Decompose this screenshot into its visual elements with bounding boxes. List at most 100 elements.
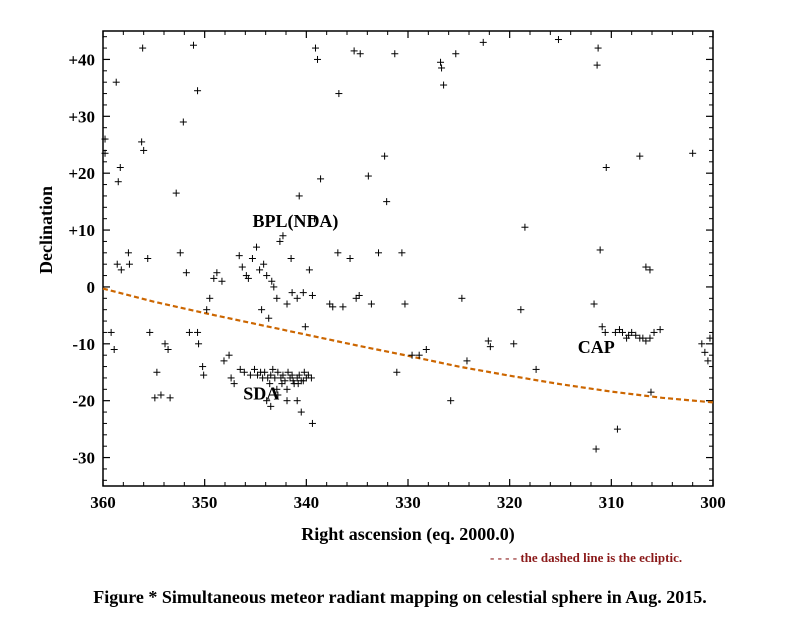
ecliptic-line — [102, 287, 714, 404]
radiant-point — [596, 246, 604, 254]
radiant-point — [101, 135, 109, 143]
radiant-point — [632, 331, 640, 339]
radiant-point — [650, 328, 658, 336]
annotation-label: SDA — [243, 384, 279, 404]
radiant-point — [352, 294, 360, 302]
annotation-label: CAP — [578, 337, 615, 357]
radiant-point — [157, 391, 165, 399]
radiant-point — [283, 385, 291, 393]
radiant-point — [258, 306, 266, 314]
y-axis-title: Declination — [36, 186, 56, 274]
radiant-point — [172, 189, 180, 197]
plot-frame — [102, 30, 714, 487]
radiant-point — [176, 249, 184, 257]
y-tick-label: 0 — [87, 278, 96, 297]
radiant-point — [179, 118, 187, 126]
radiant-point — [447, 397, 455, 405]
x-tick-label: 320 — [497, 493, 523, 512]
radiant-point — [642, 337, 650, 345]
radiant-point — [350, 47, 358, 55]
radiant-point — [288, 289, 296, 297]
radiant-point — [401, 300, 409, 308]
radiant-point — [194, 87, 202, 95]
radiant-point — [113, 260, 121, 268]
y-tick-label: -20 — [72, 392, 95, 411]
radiant-point — [195, 340, 203, 348]
y-tick-label: +40 — [68, 50, 95, 69]
radiant-point — [230, 380, 238, 388]
radiant-point — [101, 149, 109, 157]
radiant-point — [279, 232, 287, 240]
radiant-point — [236, 365, 244, 373]
radiant-point — [266, 380, 274, 388]
radiant-point — [206, 294, 214, 302]
radiant-point — [295, 371, 303, 379]
radiant-point — [260, 260, 268, 268]
radiant-point — [554, 36, 562, 44]
radiant-point — [114, 178, 122, 186]
y-axis: +40 +30 +20 +10 0 -10 -20 -30 — [68, 36, 713, 481]
radiant-point — [598, 323, 606, 331]
radiant-point — [203, 306, 211, 314]
radiant-point — [144, 255, 152, 262]
radiant-point — [199, 363, 207, 371]
radiant-point — [284, 368, 292, 376]
radiant-point — [138, 138, 146, 146]
radiant-point — [278, 380, 286, 388]
radiant-point — [107, 328, 115, 336]
radiant-point — [213, 269, 221, 277]
radiant-point — [238, 263, 246, 271]
radiant-point — [438, 64, 446, 72]
radiant-point — [164, 346, 172, 353]
radiant-point — [295, 192, 303, 200]
radiant-point — [256, 266, 264, 274]
radiant-point — [267, 402, 275, 410]
radiant-point — [289, 377, 297, 385]
radiant-point — [408, 351, 416, 359]
annotations: BPL(NDA) SDA CAP — [243, 211, 614, 403]
y-tick-label: -30 — [72, 449, 95, 468]
radiant-point — [704, 357, 712, 365]
radiant-point — [393, 368, 401, 376]
radiant-point — [656, 326, 664, 334]
radiant-point — [364, 172, 372, 180]
radiant-point — [124, 249, 132, 257]
radiant-point — [146, 328, 154, 336]
radiant-point — [639, 334, 647, 342]
radiant-point — [422, 346, 430, 353]
radiant-point — [367, 300, 375, 308]
radiant-point — [293, 294, 301, 302]
x-axis: 360 350 340 330 320 310 300 — [90, 31, 726, 512]
radiant-points-series — [101, 36, 714, 453]
radiant-point — [326, 300, 334, 308]
radiant-point — [283, 300, 291, 308]
radiant-point — [484, 337, 492, 345]
radiant-point — [346, 255, 354, 262]
radiant-point — [220, 357, 228, 365]
radiant-point — [335, 90, 343, 98]
radiant-point — [701, 348, 709, 356]
annotation-label: BPL(NDA) — [252, 211, 338, 232]
radiant-point — [355, 291, 363, 299]
radiant-point — [334, 249, 342, 257]
radiant-point — [270, 283, 278, 291]
radiant-point — [619, 328, 627, 336]
radiant-point — [264, 374, 272, 382]
radiant-point — [310, 215, 318, 223]
radiant-point — [458, 294, 466, 302]
radiant-point — [110, 346, 118, 353]
x-tick-label: 350 — [192, 493, 218, 512]
radiant-point — [383, 198, 391, 206]
radiant-point — [151, 394, 159, 402]
radiant-point — [613, 425, 621, 433]
radiant-point — [269, 365, 277, 373]
radiant-point — [235, 252, 243, 260]
radiant-point — [273, 385, 281, 393]
radiant-point — [240, 368, 248, 376]
radiant-point — [263, 397, 271, 405]
radiant-point — [166, 394, 174, 402]
radiant-point — [532, 365, 540, 373]
radiant-point — [271, 374, 279, 382]
radiant-point — [308, 419, 316, 427]
